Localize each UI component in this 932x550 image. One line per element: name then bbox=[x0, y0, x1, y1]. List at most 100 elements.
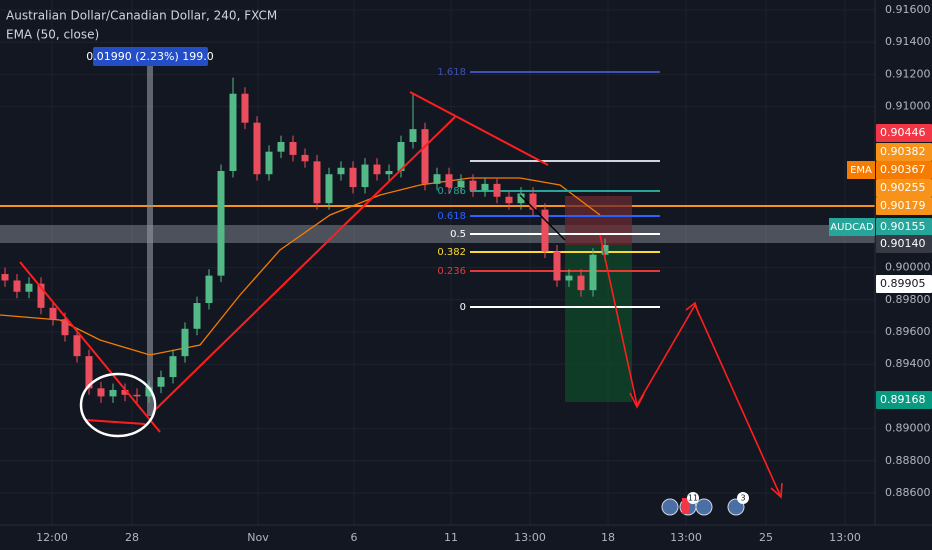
candle-body bbox=[493, 183, 501, 197]
price-badge bbox=[876, 391, 932, 409]
candle-body bbox=[133, 394, 141, 397]
event-flag bbox=[682, 498, 690, 514]
candle-body bbox=[589, 254, 597, 291]
price-tick-label: 0.88800 bbox=[885, 454, 931, 467]
candle-body bbox=[565, 275, 573, 281]
time-label: Nov bbox=[247, 531, 269, 544]
candle-body bbox=[13, 280, 21, 292]
ema-line bbox=[0, 177, 601, 356]
series-tag bbox=[847, 161, 875, 179]
price-badge bbox=[876, 197, 932, 215]
price-badge bbox=[876, 275, 932, 293]
candle-body bbox=[193, 303, 201, 329]
candle-body bbox=[361, 164, 369, 188]
price-tick-label: 0.89800 bbox=[885, 293, 931, 306]
candle-body bbox=[313, 161, 321, 204]
candle-body bbox=[289, 142, 297, 155]
price-badge-label: 0.90179 bbox=[880, 199, 926, 212]
time-label: 18 bbox=[601, 531, 615, 544]
candle-body bbox=[553, 251, 561, 281]
event-count: 11 bbox=[688, 494, 698, 503]
price-badge bbox=[876, 218, 932, 236]
candle-body bbox=[373, 164, 381, 175]
price-tick-label: 0.90000 bbox=[885, 261, 931, 274]
event-icon[interactable] bbox=[695, 498, 713, 516]
candle-body bbox=[577, 275, 585, 291]
price-tick-label: 0.89400 bbox=[885, 357, 931, 370]
price-badge bbox=[876, 235, 932, 253]
fib-label: 0.5 bbox=[450, 229, 466, 240]
candle-body bbox=[109, 389, 117, 397]
fib-label: 0 bbox=[460, 302, 466, 313]
price-badge-label: 0.90140 bbox=[880, 237, 926, 250]
price-badge bbox=[876, 124, 932, 142]
candle-body bbox=[421, 129, 429, 184]
price-badge-label: 0.90446 bbox=[880, 126, 926, 139]
time-label: 12:00 bbox=[36, 531, 68, 544]
fib-label: 0.786 bbox=[437, 186, 466, 197]
price-badge-label: 0.90255 bbox=[880, 181, 926, 194]
price-badge-label: 0.90367 bbox=[880, 163, 926, 176]
candle-body bbox=[277, 142, 285, 152]
projection-arrows bbox=[599, 234, 783, 499]
price-tick-label: 0.89000 bbox=[885, 422, 931, 435]
candle-body bbox=[601, 245, 609, 255]
candle-body bbox=[49, 307, 57, 320]
price-tick-label: 0.91600 bbox=[885, 3, 931, 16]
candle-body bbox=[217, 171, 225, 276]
candle-body bbox=[517, 193, 525, 204]
event-count-bg bbox=[737, 492, 749, 504]
candle-body bbox=[61, 319, 69, 336]
candle-body bbox=[385, 171, 393, 175]
candle-body bbox=[409, 129, 417, 143]
candle-body bbox=[97, 388, 105, 397]
time-label: 28 bbox=[125, 531, 139, 544]
time-label: 13:00 bbox=[514, 531, 546, 544]
event-count-bg bbox=[687, 492, 699, 504]
series-tag bbox=[829, 218, 875, 236]
candle-body bbox=[145, 386, 153, 397]
price-badge-label: 0.89168 bbox=[880, 393, 926, 406]
time-label: 6 bbox=[351, 531, 358, 544]
candle-body bbox=[181, 328, 189, 357]
price-tick-label: 0.88600 bbox=[885, 486, 931, 499]
candle-body bbox=[457, 180, 465, 188]
candle-body bbox=[73, 335, 81, 357]
measure-tooltip: 0.01990 (2.23%) 199.0 bbox=[86, 50, 214, 63]
candle-body bbox=[253, 122, 261, 175]
price-tick-label: 0.91000 bbox=[885, 100, 931, 113]
chart-title: Australian Dollar/Canadian Dollar, 240, … bbox=[6, 9, 277, 23]
fibonacci: 1.618 0.786 0.618 0.5 0.382 0.236 0 bbox=[437, 67, 660, 313]
series-tag-label: EMA bbox=[850, 165, 872, 176]
candle-body bbox=[397, 142, 405, 171]
candle-body bbox=[1, 274, 9, 281]
event-count: 3 bbox=[740, 494, 745, 503]
candle-body bbox=[157, 377, 165, 387]
fib-label: 1.618 bbox=[437, 67, 466, 78]
price-axis: 0.91600 0.91400 0.91200 0.91000 0.90000 0.898… bbox=[829, 3, 932, 499]
tooltip-bg bbox=[93, 47, 208, 66]
candle-body bbox=[445, 174, 453, 188]
candle-body bbox=[37, 283, 45, 308]
price-badge-label: 0.90155 bbox=[880, 220, 926, 233]
candle-body bbox=[121, 389, 129, 395]
black-line bbox=[519, 194, 566, 241]
price-badge bbox=[876, 161, 932, 179]
measure-bar bbox=[147, 66, 153, 416]
circle bbox=[79, 372, 157, 438]
event-icon[interactable] bbox=[661, 498, 679, 516]
stop-zone bbox=[565, 196, 632, 245]
fib-label: 0.236 bbox=[437, 266, 466, 277]
candle-body bbox=[301, 154, 309, 162]
price-band bbox=[0, 225, 875, 243]
candle-body bbox=[85, 356, 93, 389]
fib-label: 0.618 bbox=[437, 211, 466, 222]
series-tag-label: AUDCAD bbox=[830, 222, 874, 233]
price-tick-label: 0.89600 bbox=[885, 325, 931, 338]
time-label: 25 bbox=[759, 531, 773, 544]
time-label: 13:00 bbox=[670, 531, 702, 544]
target-zone bbox=[565, 245, 632, 402]
